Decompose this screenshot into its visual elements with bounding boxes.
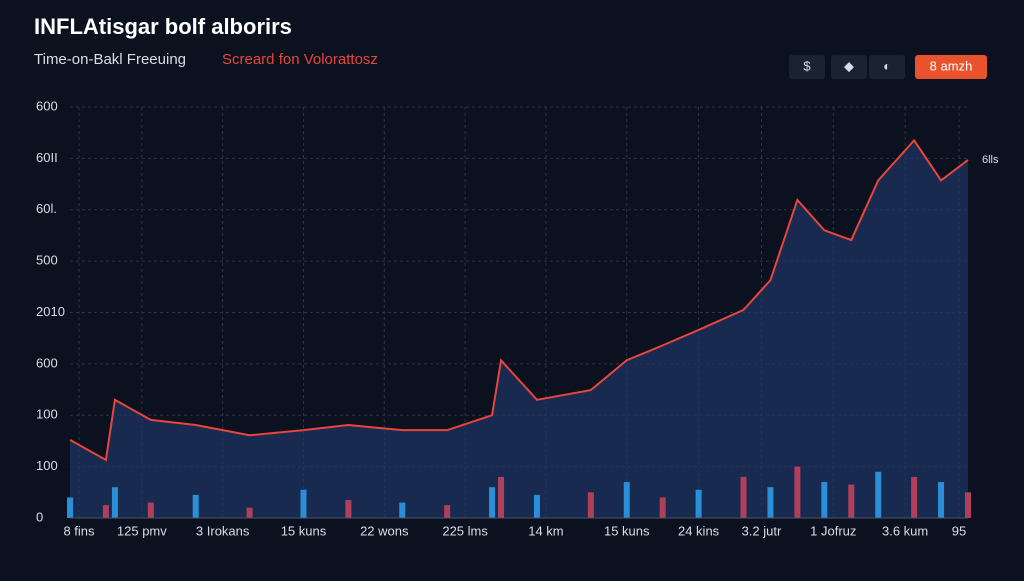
volume-bar [489, 487, 496, 518]
button[interactable] [789, 55, 825, 79]
volume-bar [498, 476, 505, 518]
y-tick-label: 100 [36, 407, 58, 422]
title: INFLAtisgar bolf alborirs [34, 14, 292, 39]
x-tick-label: 3.6 kum [882, 523, 928, 538]
volume-bar [938, 482, 945, 518]
volume-bar [345, 500, 352, 518]
x-tick-label: 22 wons [360, 523, 409, 538]
y-tick-label: 100 [36, 458, 58, 473]
volume-bar [192, 494, 199, 518]
button[interactable] [831, 55, 867, 79]
y-tick-label: 60II [36, 150, 58, 165]
volume-bar [695, 489, 702, 518]
button-label: ◆ [844, 58, 854, 73]
toolbar: $ ◆ ◐ 8 amzh [789, 55, 987, 79]
volume-bar [794, 466, 801, 518]
x-tick-label: 125 pmv [117, 523, 167, 538]
volume-bar [767, 487, 774, 518]
x-tick-label: 3.2 jutr [742, 523, 782, 538]
button-label: $ [803, 58, 811, 73]
x-tick-label: 95 [952, 523, 966, 538]
y-tick-label: 600 [36, 98, 58, 113]
button-label: ◐ [883, 58, 891, 73]
volume-bar [848, 484, 855, 518]
volume-bar [587, 492, 594, 518]
y-tick-label: 2010 [36, 304, 65, 319]
x-tick-label: 8 fins [63, 523, 95, 538]
x-tick-label: 15 kuns [281, 523, 327, 538]
volume-bar [444, 505, 451, 518]
price-line [69, 138, 969, 462]
volume-bar [147, 502, 154, 518]
action-label: 8 amzh [930, 58, 973, 73]
y-tick-label: 600 [36, 355, 58, 370]
volume-bar [875, 471, 882, 518]
annotation: 6lls [982, 154, 999, 166]
y-tick-label: 0 [36, 509, 43, 524]
volume-bar [659, 497, 666, 518]
volume-bar [399, 502, 406, 518]
subtitle: Time-on-Bakl Freeuing [34, 51, 186, 68]
y-tick-label: 60l. [36, 201, 57, 216]
volume-bar [102, 505, 109, 518]
x-tick-label: 1 Jofruz [810, 523, 856, 538]
volume-bar [623, 482, 630, 518]
volume-bar [533, 494, 540, 518]
volume-bar [740, 476, 747, 518]
subtitle-highlight: Screard fon Volorattosz [222, 51, 378, 68]
area [70, 140, 968, 519]
x-tick-label: 3 Irokans [196, 523, 250, 538]
volume-bar [246, 507, 253, 518]
action-button[interactable] [915, 55, 987, 79]
volume-bar [67, 497, 73, 518]
volume-bar [911, 476, 918, 518]
x-tick-label: 15 kuns [604, 523, 650, 538]
x-tick-label: 24 kins [678, 523, 720, 538]
y-tick-label: 500 [36, 253, 58, 268]
x-tick-label: 225 lms [442, 523, 488, 538]
volume-bar [111, 487, 118, 518]
volume-bar [300, 489, 307, 518]
x-tick-label: 14 km [528, 523, 563, 538]
button[interactable] [869, 55, 905, 79]
volume-bar [965, 492, 971, 518]
volume-bar [821, 482, 828, 518]
